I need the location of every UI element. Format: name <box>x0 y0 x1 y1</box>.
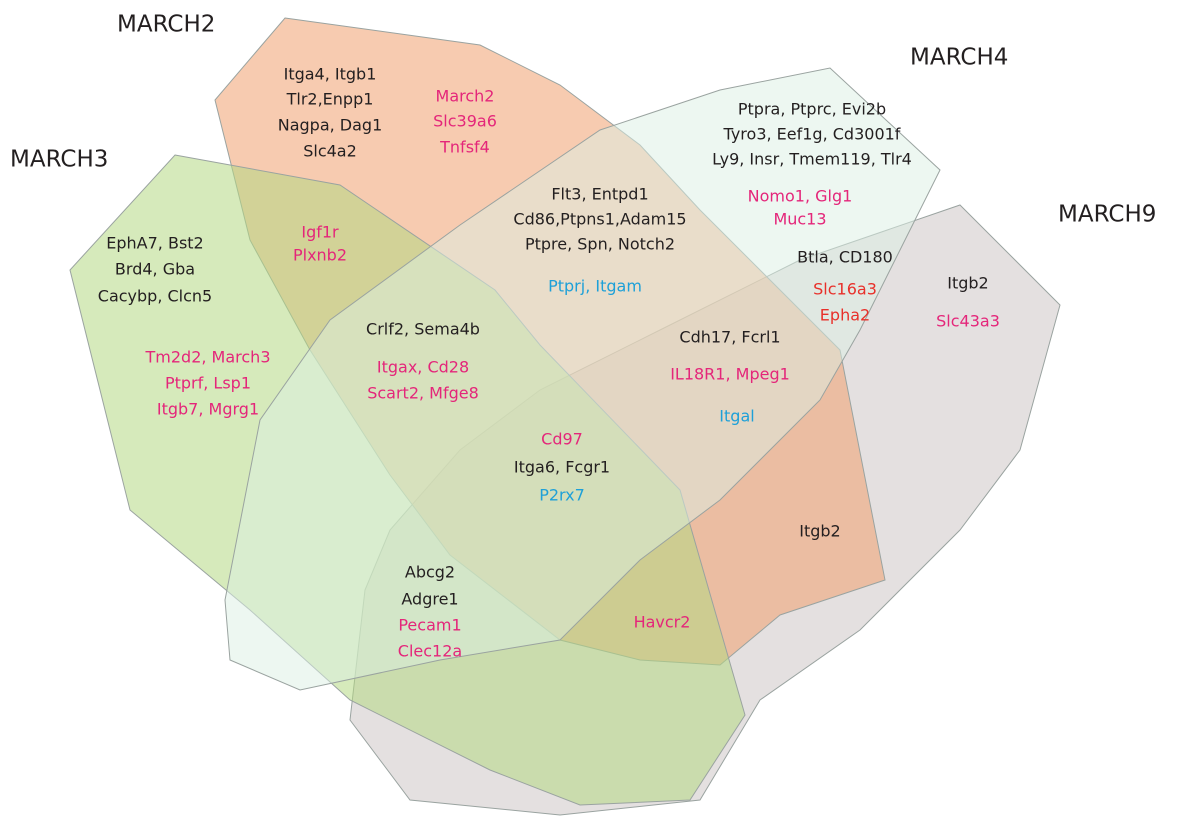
gene-label: Slc16a3 <box>813 280 877 299</box>
gene-label: Itgax, Cd28 <box>377 358 469 377</box>
gene-label: Itgb7, Mgrg1 <box>157 400 259 419</box>
gene-label: Cdh17, Fcrl1 <box>679 328 780 347</box>
set-label: MARCH3 <box>10 147 108 173</box>
gene-label: P2rx7 <box>539 486 585 505</box>
gene-label: Ptpra, Ptprc, Evi2b <box>738 100 886 119</box>
gene-label: Tm2d2, March3 <box>145 348 271 367</box>
gene-label: Ly9, Insr, Tmem119, Tlr4 <box>712 150 912 169</box>
gene-label: Muc13 <box>773 210 826 229</box>
gene-label: Cacybp, Clcn5 <box>98 287 212 306</box>
gene-label: Adgre1 <box>401 590 458 609</box>
gene-label: Nomo1, Glg1 <box>748 187 853 206</box>
gene-label: IL18R1, Mpeg1 <box>670 365 790 384</box>
gene-label: Itgb2 <box>799 522 840 541</box>
gene-label: Tlr2,Enpp1 <box>286 90 374 109</box>
gene-label: Itgb2 <box>947 274 988 293</box>
gene-label: Abcg2 <box>405 563 455 582</box>
set-label: MARCH9 <box>1058 202 1156 228</box>
gene-label: Ptpre, Spn, Notch2 <box>525 235 675 254</box>
gene-label: Scart2, Mfge8 <box>367 384 479 403</box>
gene-label: Itga4, Itgb1 <box>284 65 377 84</box>
gene-label: Itgal <box>719 407 754 426</box>
gene-label: Plxnb2 <box>293 246 347 265</box>
gene-label: Itga6, Fcgr1 <box>514 458 610 477</box>
gene-label: Igf1r <box>301 223 339 242</box>
gene-label: Ptprj, Itgam <box>548 277 642 296</box>
gene-label: Nagpa, Dag1 <box>278 116 383 135</box>
gene-label: Crlf2, Sema4b <box>366 320 480 339</box>
gene-label: Ptprf, Lsp1 <box>165 374 251 393</box>
gene-label: Slc43a3 <box>936 312 1000 331</box>
gene-label: Slc4a2 <box>303 142 357 161</box>
gene-label: Pecam1 <box>398 616 461 635</box>
gene-label: Btla, CD180 <box>797 248 893 267</box>
gene-label: Cd97 <box>541 430 583 449</box>
set-label: MARCH2 <box>117 12 215 38</box>
gene-label: Tyro3, Eef1g, Cd3001f <box>723 125 901 144</box>
gene-label: Slc39a6 <box>433 112 497 131</box>
set-label: MARCH4 <box>910 45 1008 71</box>
gene-label: March2 <box>436 87 495 106</box>
gene-label: EphA7, Bst2 <box>106 234 203 253</box>
gene-label: Havcr2 <box>634 613 691 632</box>
gene-label: Brd4, Gba <box>115 260 195 279</box>
gene-label: Tnfsf4 <box>439 138 490 157</box>
gene-label: Cd86,Ptpns1,Adam15 <box>513 210 686 229</box>
gene-label: Flt3, Entpd1 <box>551 185 648 204</box>
march4-set <box>224 67 941 691</box>
gene-label: Epha2 <box>820 306 870 325</box>
gene-label: Clec12a <box>398 642 462 661</box>
